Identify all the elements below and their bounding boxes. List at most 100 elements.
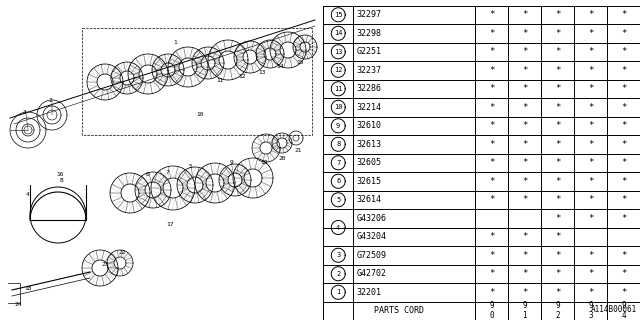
- Text: 19: 19: [260, 161, 268, 165]
- Text: 9
2: 9 2: [556, 301, 560, 320]
- Text: *: *: [489, 195, 495, 204]
- Text: G43206: G43206: [356, 214, 387, 223]
- Text: 1: 1: [173, 39, 177, 44]
- Text: 32201: 32201: [356, 288, 381, 297]
- Text: 3: 3: [336, 252, 340, 258]
- Text: A114B00061: A114B00061: [591, 305, 637, 314]
- Text: 4: 4: [26, 193, 30, 197]
- Text: 9
1: 9 1: [522, 301, 527, 320]
- Text: *: *: [621, 195, 626, 204]
- Text: *: *: [489, 66, 495, 75]
- Text: 7: 7: [336, 160, 340, 166]
- Text: 8: 8: [336, 141, 340, 147]
- Text: *: *: [588, 29, 593, 38]
- Text: 32237: 32237: [356, 66, 381, 75]
- Text: 32298: 32298: [356, 29, 381, 38]
- Text: *: *: [621, 47, 626, 56]
- Text: *: *: [621, 10, 626, 19]
- Text: 6: 6: [336, 178, 340, 184]
- Text: 9
0: 9 0: [490, 301, 494, 320]
- Text: *: *: [588, 214, 593, 223]
- Text: *: *: [555, 288, 560, 297]
- Text: *: *: [555, 121, 560, 130]
- Text: *: *: [588, 10, 593, 19]
- Text: 20: 20: [278, 156, 285, 161]
- Text: *: *: [522, 29, 527, 38]
- Text: *: *: [621, 177, 626, 186]
- Text: 32613: 32613: [356, 140, 381, 149]
- Text: 5: 5: [336, 197, 340, 203]
- Text: *: *: [522, 158, 527, 167]
- Text: *: *: [621, 103, 626, 112]
- Text: *: *: [489, 29, 495, 38]
- Text: *: *: [621, 288, 626, 297]
- Text: *: *: [555, 158, 560, 167]
- Text: 4: 4: [336, 225, 340, 230]
- Text: *: *: [555, 269, 560, 278]
- Text: 1: 1: [336, 289, 340, 295]
- Text: *: *: [489, 269, 495, 278]
- Text: 9
3: 9 3: [588, 301, 593, 320]
- Text: *: *: [588, 195, 593, 204]
- Text: *: *: [522, 47, 527, 56]
- Text: 32615: 32615: [356, 177, 381, 186]
- Text: *: *: [522, 66, 527, 75]
- Text: *: *: [522, 140, 527, 149]
- Text: *: *: [555, 66, 560, 75]
- Text: 11: 11: [216, 77, 224, 83]
- Text: *: *: [489, 140, 495, 149]
- Text: *: *: [555, 140, 560, 149]
- Text: 11: 11: [334, 86, 342, 92]
- Text: *: *: [489, 84, 495, 93]
- Text: 7: 7: [166, 170, 170, 174]
- Text: *: *: [588, 103, 593, 112]
- Text: *: *: [489, 177, 495, 186]
- Text: *: *: [489, 121, 495, 130]
- Text: 32605: 32605: [356, 158, 381, 167]
- Text: *: *: [555, 10, 560, 19]
- Text: 3: 3: [23, 110, 27, 116]
- Text: *: *: [555, 232, 560, 241]
- Text: 2: 2: [48, 98, 52, 102]
- Text: 23: 23: [101, 262, 109, 268]
- Text: 9: 9: [336, 123, 340, 129]
- Text: *: *: [522, 84, 527, 93]
- Text: 15: 15: [334, 12, 342, 18]
- Text: 32286: 32286: [356, 84, 381, 93]
- Text: *: *: [489, 158, 495, 167]
- Text: *: *: [621, 84, 626, 93]
- Text: *: *: [555, 177, 560, 186]
- Text: *: *: [588, 251, 593, 260]
- Text: 10: 10: [196, 113, 204, 117]
- Text: *: *: [621, 269, 626, 278]
- Text: 14: 14: [276, 65, 284, 69]
- Text: G43204: G43204: [356, 232, 387, 241]
- Text: *: *: [489, 251, 495, 260]
- Text: *: *: [555, 84, 560, 93]
- Text: 10: 10: [334, 104, 342, 110]
- Text: 16: 16: [56, 172, 64, 178]
- Text: *: *: [522, 10, 527, 19]
- Text: *: *: [555, 103, 560, 112]
- Text: *: *: [588, 269, 593, 278]
- Text: *: *: [621, 158, 626, 167]
- Text: 21: 21: [294, 148, 301, 153]
- Text: *: *: [588, 140, 593, 149]
- Text: PARTS CORD: PARTS CORD: [374, 306, 424, 315]
- Text: *: *: [522, 269, 527, 278]
- Text: *: *: [588, 84, 593, 93]
- Text: *: *: [522, 177, 527, 186]
- Text: *: *: [621, 121, 626, 130]
- Text: 9
4: 9 4: [621, 301, 626, 320]
- Text: *: *: [588, 158, 593, 167]
- Text: *: *: [621, 29, 626, 38]
- Text: 14: 14: [334, 30, 342, 36]
- Text: 6: 6: [146, 172, 150, 178]
- Text: *: *: [588, 47, 593, 56]
- Text: 32297: 32297: [356, 10, 381, 19]
- Text: *: *: [489, 288, 495, 297]
- Text: 13: 13: [259, 69, 266, 75]
- Text: *: *: [522, 288, 527, 297]
- Text: *: *: [522, 195, 527, 204]
- Text: 12: 12: [238, 74, 246, 78]
